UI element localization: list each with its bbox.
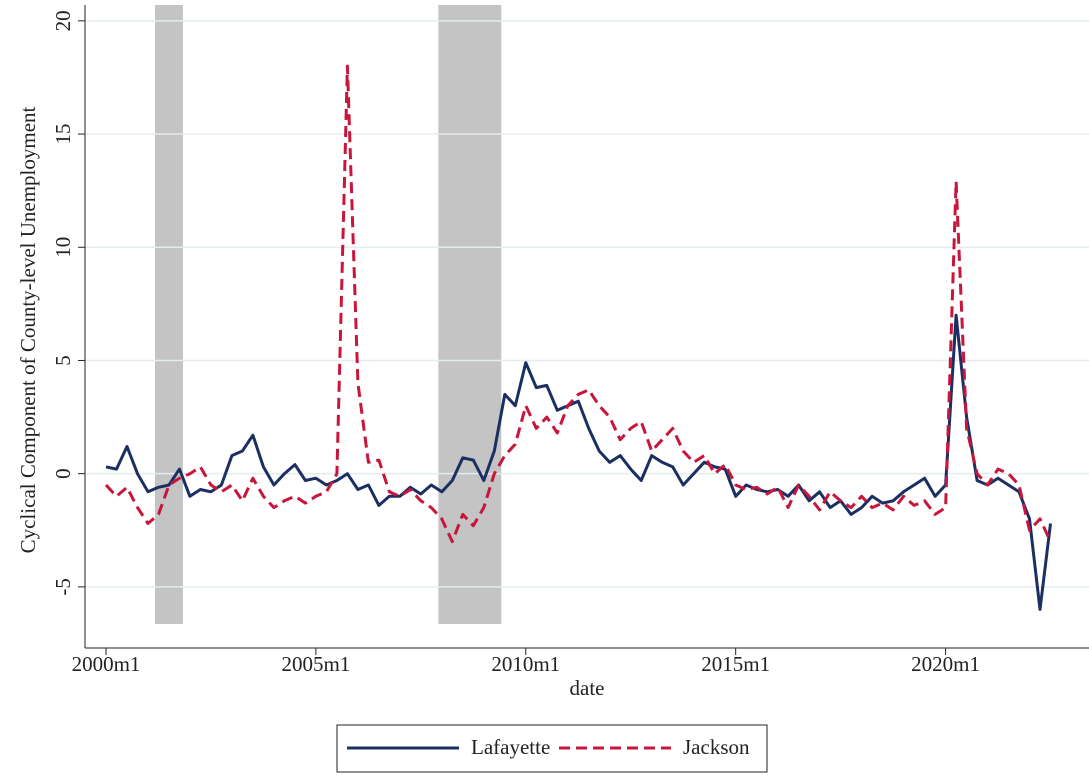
y-tick-label: 5 — [51, 355, 75, 366]
recession-band — [154, 5, 183, 624]
y-tick-label: -5 — [51, 578, 75, 596]
y-tick-label: 10 — [51, 237, 75, 258]
y-tick-label: 20 — [51, 10, 75, 31]
y-axis-label: Cyclical Component of County-level Unemp… — [16, 106, 40, 553]
y-tick-label: 15 — [51, 124, 75, 145]
x-tick-label: 2020m1 — [911, 652, 980, 676]
series-line — [105, 313, 1052, 611]
legend: Lafayette Jackson — [336, 724, 768, 773]
x-tick-label: 2010m1 — [491, 652, 560, 676]
legend-label: Lafayette — [471, 735, 550, 759]
x-axis-label: date — [570, 676, 605, 700]
x-tick-label: 2005m1 — [281, 652, 350, 676]
recession-band — [438, 5, 502, 624]
x-tick-label: 2015m1 — [701, 652, 770, 676]
series-line — [104, 64, 1052, 544]
legend-label: Jackson — [683, 735, 750, 759]
x-tick-label: 2000m1 — [72, 652, 141, 676]
y-tick-label: 0 — [51, 468, 75, 479]
